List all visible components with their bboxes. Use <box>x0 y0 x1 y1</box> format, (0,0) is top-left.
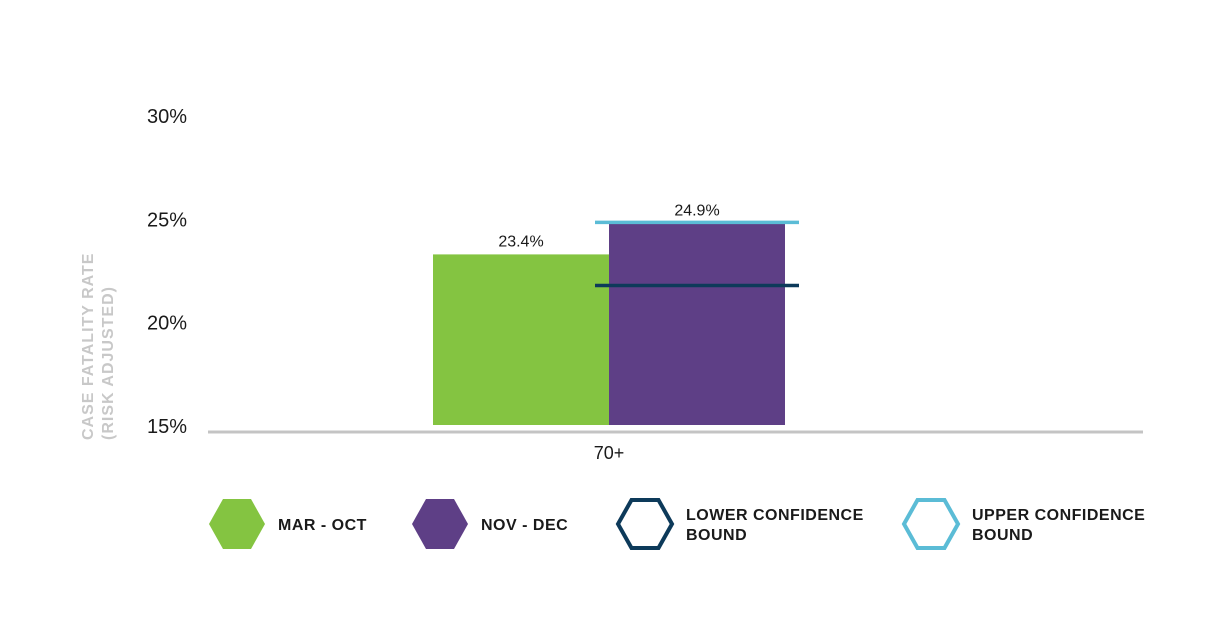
y-tick-label: 15% <box>147 416 187 438</box>
legend-item: NOV - DEC <box>412 499 568 549</box>
y-tick-label: 25% <box>147 209 187 231</box>
y-axis-title-line-1: CASE FATALITY RATE <box>80 253 97 440</box>
legend-label: BOUND <box>972 527 1033 544</box>
hexagon-outline-icon <box>901 498 961 550</box>
legend-item: UPPER CONFIDENCE BOUND <box>901 498 1145 550</box>
bar-mar-oct <box>433 254 609 425</box>
legend-label: LOWER CONFIDENCE <box>686 507 864 524</box>
data-label: 23.4% <box>498 233 543 250</box>
data-labels: 23.4% 24.9% <box>498 202 719 250</box>
x-axis-labels: 70+ <box>594 443 625 463</box>
y-tick-label: 30% <box>147 106 187 128</box>
data-label: 24.9% <box>674 202 719 219</box>
legend-item: LOWER CONFIDENCE BOUND <box>615 498 864 550</box>
y-tick-label: 20% <box>147 313 187 335</box>
hexagon-outline-icon <box>615 498 675 550</box>
y-axis-ticks: 15% 20% 25% 30% <box>147 106 187 438</box>
x-tick-label: 70+ <box>594 443 625 463</box>
bar-nov-dec <box>609 223 785 425</box>
hexagon-icon <box>412 499 468 549</box>
confidence-bounds <box>595 220 799 288</box>
hexagon-icon <box>209 499 265 549</box>
legend-item: MAR - OCT <box>209 499 367 549</box>
bars <box>433 223 785 425</box>
legend-label: BOUND <box>686 527 747 544</box>
legend-label: UPPER CONFIDENCE <box>972 507 1145 524</box>
y-axis-title: CASE FATALITY RATE (RISK ADJUSTED) <box>80 253 117 440</box>
legend-label: NOV - DEC <box>481 517 568 534</box>
y-axis-title-line-2: (RISK ADJUSTED) <box>100 286 117 440</box>
legend-label: MAR - OCT <box>278 517 367 534</box>
